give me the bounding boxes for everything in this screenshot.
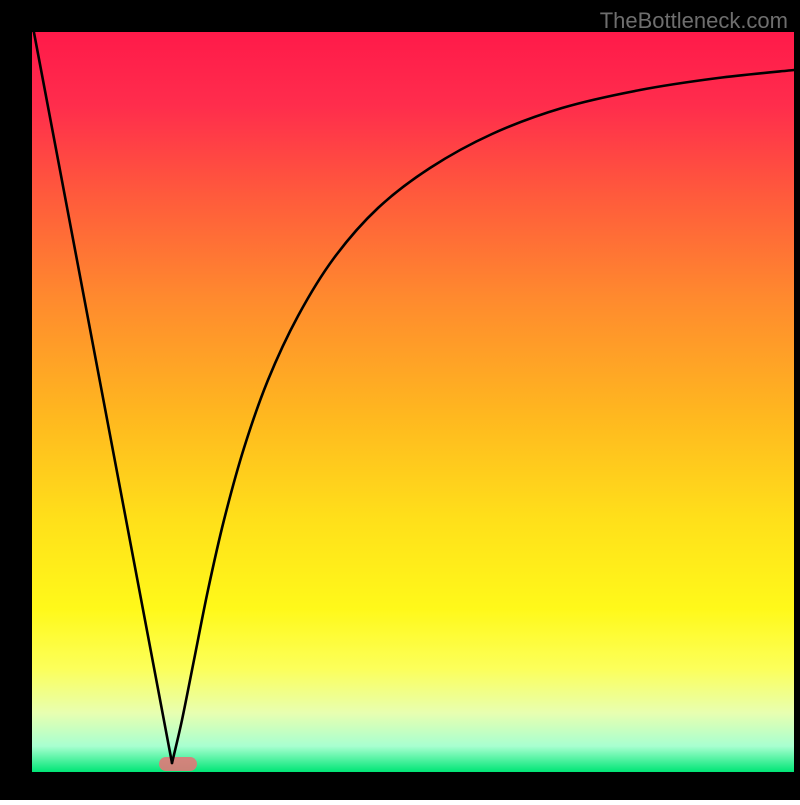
watermark-text: TheBottleneck.com <box>600 8 788 34</box>
bottleneck-chart <box>0 0 800 800</box>
chart-svg <box>0 0 800 800</box>
